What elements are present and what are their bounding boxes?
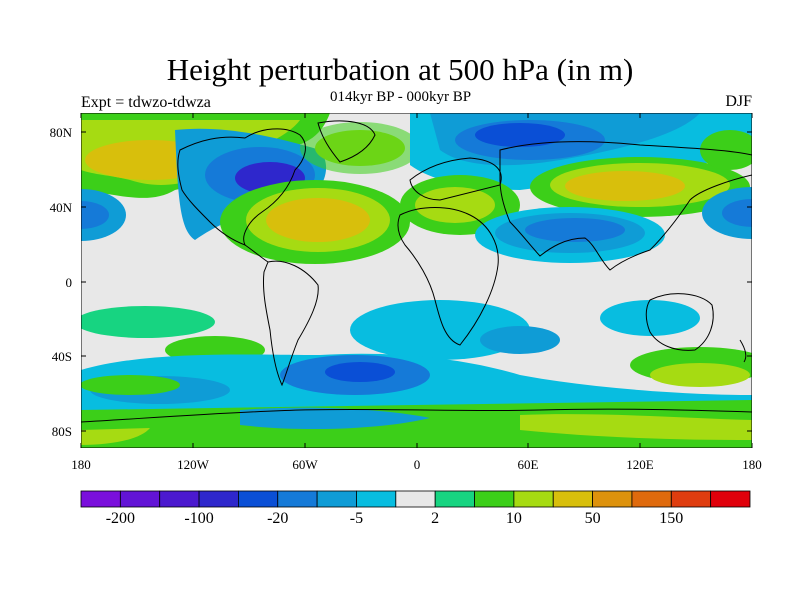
plot-subtitle: 014kyr BP - 000kyr BP <box>330 89 472 105</box>
positive-far-east <box>700 130 752 170</box>
colorbar-swatch <box>552 490 593 508</box>
longitude-axis: 180 120W 60W 0 60E 120E 180 <box>71 113 762 472</box>
positive-australia-core <box>650 363 750 387</box>
colorbar-label: 50 <box>585 510 601 527</box>
lon-tick-label: 0 <box>414 457 421 472</box>
negative-southern-core-inner <box>325 362 395 382</box>
coast-new-zealand <box>739 339 747 363</box>
colorbar-swatch <box>159 490 200 508</box>
colorbar-label: 10 <box>506 510 522 527</box>
colorbar-swatch <box>513 490 554 508</box>
coast-south-america <box>263 260 319 387</box>
positive-europe-core <box>415 187 495 223</box>
colorbar-label: -100 <box>184 510 213 527</box>
height-perturbation-field <box>81 113 752 448</box>
colorbar-swatch <box>474 490 515 508</box>
lon-tick-label: 120E <box>626 457 654 472</box>
colorbar-swatch <box>316 490 357 508</box>
positive-greenland-edge <box>300 122 420 174</box>
colorbar-swatch <box>395 490 436 508</box>
colorbar-label: -5 <box>350 510 363 527</box>
coast-central-america <box>244 244 269 263</box>
positive-asia-core <box>565 171 685 201</box>
positive-atlantic-core <box>266 198 370 242</box>
lon-tick-label: 60E <box>518 457 539 472</box>
coast-australia <box>645 293 714 351</box>
colorbar-label: 2 <box>431 510 439 527</box>
positive-antarctic-core <box>520 414 752 440</box>
experiment-label: Expt = tdwzo-tdwza <box>81 94 211 111</box>
colorbar-swatch <box>238 490 279 508</box>
colorbar-swatch <box>198 490 239 508</box>
colorbar-label: -200 <box>106 510 135 527</box>
coast-greenland <box>317 120 376 163</box>
colorbar-label: 150 <box>659 510 683 527</box>
latitude-axis: 80N 40N 0 40S 80S <box>50 125 752 439</box>
colorbar-swatch <box>631 490 672 508</box>
colorbar-label: -20 <box>267 510 288 527</box>
colorbar-swatch <box>710 490 751 508</box>
negative-core-eurasia-inner <box>475 123 565 147</box>
lon-tick-label: 180 <box>71 457 91 472</box>
colorbar-swatch <box>119 490 161 508</box>
colorbar-swatch <box>277 490 318 508</box>
plot-title: Height perturbation at 500 hPa (in m) <box>166 52 634 87</box>
lon-tick-label: 180 <box>742 457 762 472</box>
coast-north-america <box>177 128 306 246</box>
lat-tick-label: 0 <box>66 275 73 290</box>
positive-southern-west <box>81 375 180 395</box>
colorbar-swatch <box>670 490 712 508</box>
positive-antarctic-west <box>81 428 150 445</box>
positive-south-pacific <box>81 306 215 338</box>
lon-tick-label: 120W <box>177 457 210 472</box>
lat-tick-label: 80S <box>52 424 72 439</box>
negative-pacific-east-core <box>722 199 752 227</box>
coast-africa <box>397 207 499 346</box>
lon-tick-label: 60W <box>292 457 318 472</box>
coastlines <box>81 120 752 423</box>
colorbar-swatch <box>80 490 121 508</box>
coast-antarctica <box>81 408 752 423</box>
negative-antarctic <box>240 407 430 430</box>
coast-asia <box>499 141 752 271</box>
negative-pacific-west-core <box>81 201 109 229</box>
negative-south-atlantic-core <box>480 326 560 354</box>
season-label: DJF <box>725 93 752 110</box>
colorbar-swatch <box>434 490 475 508</box>
lat-tick-label: 40S <box>52 349 72 364</box>
lat-tick-label: 40N <box>50 200 73 215</box>
colorbar-swatch <box>592 490 633 508</box>
lat-tick-label: 80N <box>50 125 73 140</box>
colorbar-swatch <box>356 490 397 508</box>
colorbar: -200 -100 -20 -5 2 10 50 150 <box>80 490 751 527</box>
negative-indian-ocean <box>600 300 700 336</box>
negative-asia-core <box>525 218 625 242</box>
